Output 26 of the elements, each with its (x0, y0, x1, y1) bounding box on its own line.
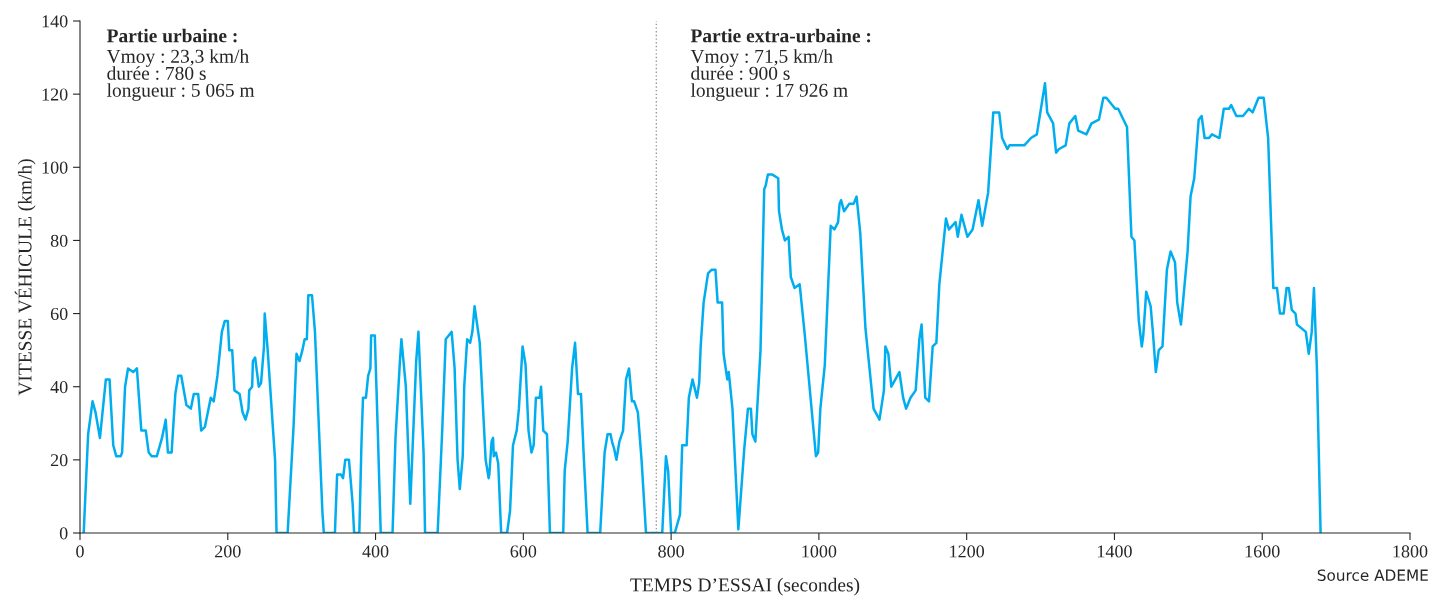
y-tick-label: 100 (42, 161, 68, 174)
annotation: Vmoy : 71,5 km/h durée : 900 s longueur : 17 926 m (690, 49, 848, 101)
annotation: Vmoy : 23,3 km/h durée : 780 s longueur : 5 065 m (106, 49, 255, 101)
x-tick-label: 800 (658, 545, 684, 558)
y-tick-label: 20 (50, 454, 68, 467)
y-tick-label: 40 (50, 380, 68, 394)
x-tick-label: 1200 (950, 545, 985, 558)
y-axis-title: VITESSE VÉHICULE (km/h) (14, 159, 36, 396)
line-series (82, 81, 1322, 533)
x-tick-label: 1800 (1393, 545, 1428, 558)
x-tick-label: 1600 (1245, 545, 1280, 558)
y-tick-label: 80 (50, 234, 68, 247)
x-tick-label: 1400 (1097, 545, 1132, 558)
x-tick-label: 0 (76, 545, 84, 558)
y-tick-label: 120 (42, 88, 68, 101)
source-note: Source ADEME (1317, 569, 1428, 581)
annotation: Partie urbaine : (106, 28, 237, 43)
y-tick-label: 0 (59, 527, 68, 540)
y-tick-label: 140 (42, 15, 68, 28)
x-axis-title: TEMPS D’ESSAI (secondes) (630, 577, 860, 596)
x-tick-label: 400 (362, 545, 389, 558)
x-tick-label: 200 (215, 545, 241, 558)
x-tick-label: 600 (510, 545, 537, 558)
x-tick-label: 1000 (802, 545, 837, 558)
annotation: Partie extra-urbaine : (690, 28, 871, 43)
y-tick-label: 60 (50, 307, 68, 321)
